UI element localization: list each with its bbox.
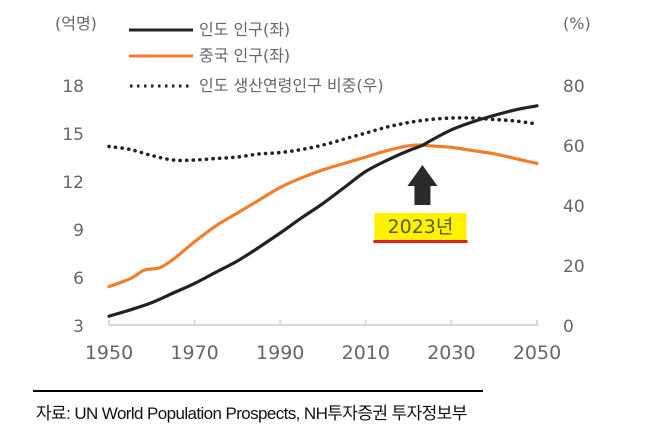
right-axis-unit-label: (%)	[563, 14, 591, 33]
y-right-tick-label: 60	[563, 137, 585, 157]
x-tick-label: 1990	[256, 342, 304, 364]
y-left-ticks: 3 6 9 12 15 18	[62, 77, 84, 337]
series-line-india-working-age-share	[107, 116, 539, 163]
x-tick-label: 2030	[427, 342, 475, 364]
series-line-china-population	[107, 143, 539, 289]
annotation-label: 2023년	[388, 216, 454, 238]
legend: 인도 인구(좌) 중국 인구(좌) 인도 생산연령인구 비중(우)	[129, 20, 384, 95]
axes: 1950 1970 1990 2010 2030 2050 3 6 9 12 15 18 0 20 40…	[62, 77, 584, 364]
legend-label-india-population: 인도 인구(좌)	[199, 20, 290, 39]
y-left-tick-label: 12	[62, 173, 84, 193]
y-left-tick-label: 3	[73, 317, 84, 337]
series-line-india-population	[107, 104, 539, 318]
left-axis-unit-label: (억명)	[55, 14, 97, 33]
annotation-underline	[373, 240, 468, 243]
x-tick-label: 2050	[513, 342, 561, 364]
y-left-tick-label: 6	[73, 269, 84, 289]
y-right-tick-label: 20	[563, 257, 585, 277]
series-layer	[107, 104, 539, 318]
legend-item-india-population: 인도 인구(좌)	[129, 20, 290, 39]
x-tick-label: 2010	[342, 342, 390, 364]
legend-label-india-working-age-share: 인도 생산연령인구 비중(우)	[199, 76, 384, 95]
arrow-up-icon	[407, 165, 438, 205]
x-ticks: 1950 1970 1990 2010 2030 2050	[85, 320, 561, 364]
y-right-tick-label: 80	[563, 77, 585, 97]
annotation-2023: 2023년	[373, 165, 468, 243]
y-right-tick-label: 40	[563, 197, 585, 217]
y-right-tick-label: 0	[563, 317, 574, 337]
source-note: 자료: UN World Population Prospects, NH투자증…	[36, 404, 467, 423]
annotation-highlight	[374, 213, 467, 240]
y-left-tick-label: 18	[62, 77, 84, 97]
source-divider	[33, 390, 483, 392]
y-right-ticks: 0 20 40 60 80	[563, 77, 585, 337]
legend-item-china-population: 중국 인구(좌)	[129, 46, 290, 65]
x-tick-label: 1950	[85, 342, 133, 364]
y-left-tick-label: 15	[62, 125, 84, 145]
y-left-tick-label: 9	[73, 221, 84, 241]
legend-label-china-population: 중국 인구(좌)	[199, 46, 290, 65]
x-tick-label: 1970	[170, 342, 218, 364]
legend-item-india-working-age-share: 인도 생산연령인구 비중(우)	[130, 76, 384, 95]
